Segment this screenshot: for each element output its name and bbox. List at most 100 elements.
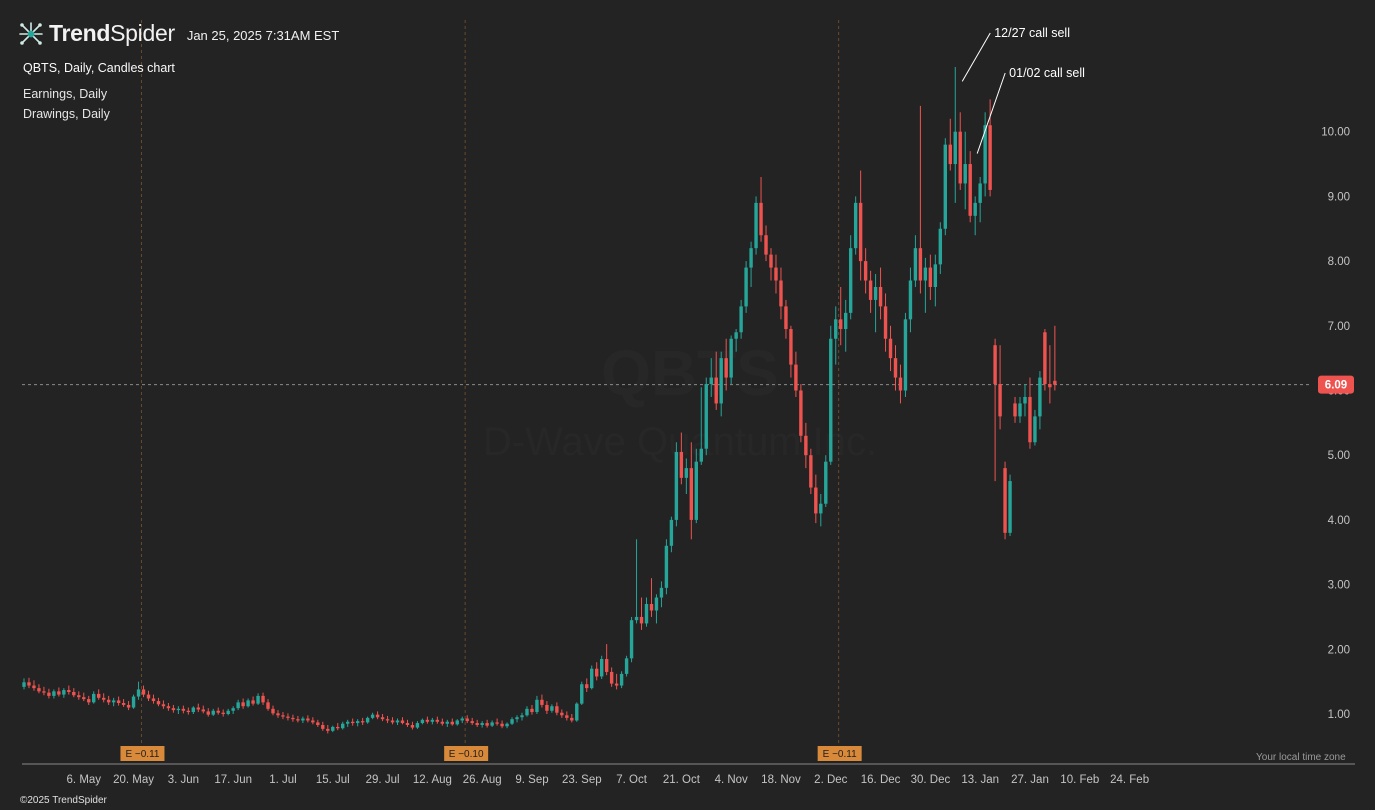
candle[interactable] <box>789 325 793 378</box>
candle[interactable] <box>590 665 594 690</box>
candle[interactable] <box>291 714 295 722</box>
candle[interactable] <box>430 717 435 725</box>
candle[interactable] <box>1043 329 1047 391</box>
candle[interactable] <box>525 706 529 717</box>
indicator-drawings[interactable]: Drawings, Daily <box>23 107 110 121</box>
candle[interactable] <box>236 699 240 711</box>
candle[interactable] <box>898 364 903 404</box>
candle[interactable] <box>111 697 116 707</box>
candle[interactable] <box>116 696 121 706</box>
candle[interactable] <box>27 677 31 689</box>
candle[interactable] <box>649 578 654 617</box>
candle[interactable] <box>495 718 499 726</box>
candle[interactable] <box>365 716 370 724</box>
candle[interactable] <box>141 685 146 698</box>
candle[interactable] <box>261 692 265 705</box>
candle[interactable] <box>515 715 519 723</box>
candle[interactable] <box>604 644 609 676</box>
earnings-marker[interactable]: E −0.11 <box>817 746 862 761</box>
candle[interactable] <box>629 616 634 663</box>
candle[interactable] <box>360 717 365 725</box>
candle[interactable] <box>560 709 564 718</box>
candle[interactable] <box>201 705 205 714</box>
candle[interactable] <box>331 725 335 733</box>
candle[interactable] <box>794 351 798 397</box>
candle[interactable] <box>699 387 703 465</box>
candle[interactable] <box>943 138 947 236</box>
candle[interactable] <box>276 710 280 718</box>
candle[interactable] <box>465 715 469 724</box>
candle[interactable] <box>500 720 504 729</box>
candle[interactable] <box>804 422 808 469</box>
candle[interactable] <box>181 705 186 714</box>
candle[interactable] <box>266 699 270 711</box>
candle[interactable] <box>97 689 101 700</box>
indicator-earnings[interactable]: Earnings, Daily <box>23 87 108 101</box>
candle[interactable] <box>973 196 977 236</box>
candle[interactable] <box>121 699 126 707</box>
candle[interactable] <box>306 715 310 723</box>
candle[interactable] <box>156 697 161 707</box>
candle[interactable] <box>166 703 171 711</box>
candle[interactable] <box>106 695 111 705</box>
candle[interactable] <box>1048 345 1052 404</box>
candle[interactable] <box>619 671 624 689</box>
candle[interactable] <box>624 655 629 677</box>
candle[interactable] <box>764 225 768 262</box>
candle[interactable] <box>246 698 250 708</box>
candle[interactable] <box>998 345 1002 430</box>
candle[interactable] <box>490 720 494 727</box>
candle[interactable] <box>863 248 868 294</box>
candle[interactable] <box>296 715 300 723</box>
candle[interactable] <box>575 702 579 722</box>
candle[interactable] <box>550 704 554 713</box>
candle[interactable] <box>435 716 440 724</box>
candle[interactable] <box>530 704 534 715</box>
candle[interactable] <box>510 717 514 725</box>
candle[interactable] <box>565 711 569 721</box>
candle[interactable] <box>1013 396 1017 423</box>
candle[interactable] <box>555 702 559 716</box>
candle[interactable] <box>654 594 659 624</box>
candle[interactable] <box>754 196 758 255</box>
candle[interactable] <box>883 293 888 352</box>
candle[interactable] <box>888 325 893 372</box>
candle[interactable] <box>913 235 918 287</box>
candle[interactable] <box>440 718 445 726</box>
candle[interactable] <box>216 707 220 715</box>
candle[interactable] <box>136 681 141 700</box>
candle[interactable] <box>774 254 778 294</box>
candle[interactable] <box>814 474 818 524</box>
candle[interactable] <box>933 254 938 307</box>
candle[interactable] <box>759 176 763 242</box>
candle[interactable] <box>799 384 803 443</box>
candle[interactable] <box>824 455 828 507</box>
candle[interactable] <box>346 719 350 727</box>
candle[interactable] <box>316 719 320 727</box>
candle[interactable] <box>779 267 783 320</box>
candle[interactable] <box>968 151 972 223</box>
candle[interactable] <box>719 351 723 417</box>
candle[interactable] <box>101 693 106 703</box>
candle[interactable] <box>87 695 91 705</box>
candle[interactable] <box>221 709 225 717</box>
candle[interactable] <box>1038 371 1042 430</box>
candle[interactable] <box>475 719 479 727</box>
candle[interactable] <box>450 718 454 726</box>
candle[interactable] <box>231 706 235 714</box>
candle[interactable] <box>958 112 962 190</box>
candle[interactable] <box>819 494 823 527</box>
candle[interactable] <box>251 696 255 706</box>
candle[interactable] <box>445 719 449 727</box>
candle[interactable] <box>724 338 728 391</box>
candle[interactable] <box>390 717 395 725</box>
candle[interactable] <box>321 721 325 731</box>
candle[interactable] <box>37 684 41 694</box>
candle[interactable] <box>744 261 748 313</box>
candle[interactable] <box>311 717 315 725</box>
candle[interactable] <box>52 689 56 699</box>
candle[interactable] <box>425 716 430 724</box>
local-time-zone-label[interactable]: Your local time zone <box>1256 752 1346 763</box>
candle[interactable] <box>301 716 305 724</box>
